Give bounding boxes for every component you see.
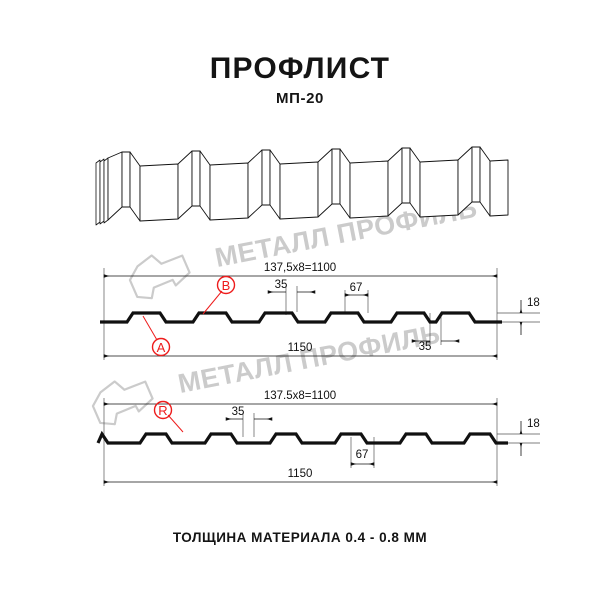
dimension-label-bottom-span: 1150 bbox=[288, 342, 313, 354]
watermark-lower: МЕТАЛЛ ПРОФИЛЬ bbox=[88, 319, 443, 429]
callout-r-circle bbox=[153, 400, 173, 420]
profiled-sheet-3d-view bbox=[95, 146, 509, 226]
profile-outline-front bbox=[100, 311, 502, 324]
callout-r: R bbox=[153, 400, 184, 433]
callout-a-circle bbox=[151, 337, 171, 357]
dimension-label-rib-flat-left: 35 bbox=[232, 406, 245, 418]
dimension-label-rib-flat-right: 35 bbox=[419, 341, 432, 353]
dimension-label-height: 18 bbox=[527, 297, 540, 309]
metall-profil-polygon-logo bbox=[125, 247, 195, 303]
metall-profil-polygon-logo bbox=[88, 373, 158, 429]
material-thickness-note: ТОЛЩИНА МАТЕРИАЛА 0.4 - 0.8 ММ bbox=[172, 530, 428, 545]
callout-r-label: R bbox=[158, 403, 167, 418]
page-title: ПРОФЛИСТ bbox=[209, 52, 391, 85]
dimension-label-rib-flat-left: 35 bbox=[275, 279, 288, 291]
sheet-rib-group bbox=[107, 146, 509, 222]
callout-b-circle bbox=[216, 275, 236, 295]
profile-outline-back bbox=[96, 430, 508, 445]
dimension-label-pitch: 67 bbox=[350, 282, 363, 294]
callout-a: A bbox=[142, 315, 171, 357]
dimension-label-top-span: 137.5x8=1100 bbox=[264, 390, 336, 402]
dimension-label-pitch: 67 bbox=[356, 449, 369, 461]
cross-section-front: 137,5х8=1100 1150 35 67 35 18 A bbox=[100, 262, 540, 360]
cross-section-back: 137.5x8=1100 1150 35 67 18 R bbox=[96, 390, 540, 486]
callout-a-label: A bbox=[157, 340, 166, 355]
callout-b-label: B bbox=[222, 278, 231, 293]
callout-b: B bbox=[202, 275, 236, 315]
dimension-label-top-span: 137,5х8=1100 bbox=[264, 262, 336, 274]
dimension-label-bottom-span: 1150 bbox=[288, 468, 313, 480]
dimension-label-height: 18 bbox=[527, 418, 540, 430]
page-subtitle: МП-20 bbox=[276, 90, 324, 107]
watermark-label: МЕТАЛЛ ПРОФИЛЬ bbox=[175, 319, 442, 399]
